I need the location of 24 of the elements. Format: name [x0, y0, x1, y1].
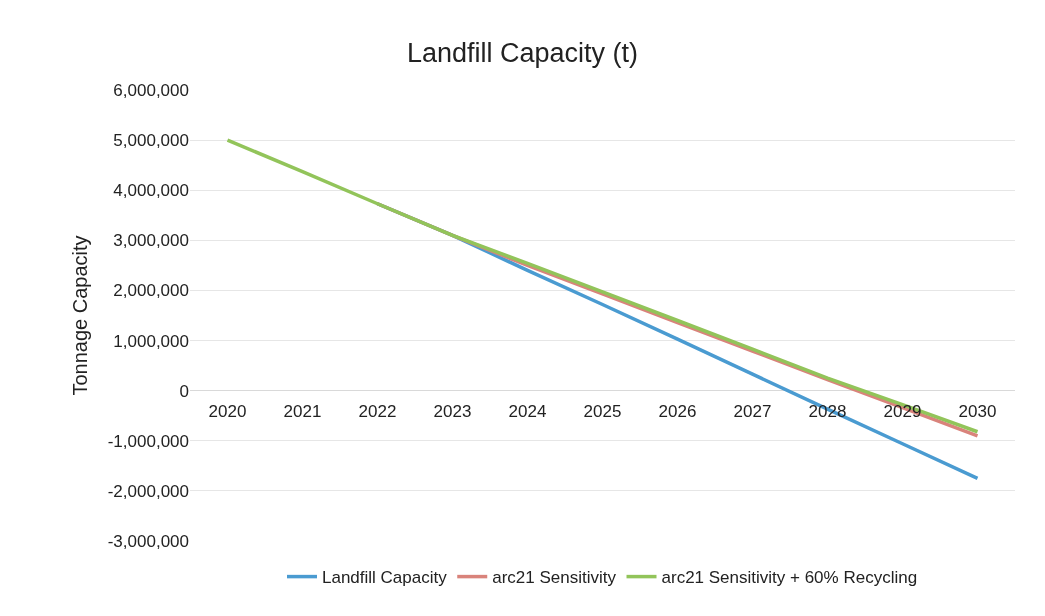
y-axis-title: Tonnage Capacity — [69, 235, 92, 396]
x-tick-label: 2027 — [733, 401, 772, 421]
x-tick-label: 2030 — [958, 401, 997, 421]
x-tick-label: 2025 — [583, 401, 622, 421]
chart-title: Landfill Capacity (t) — [406, 38, 639, 69]
legend-label: Landfill Capacity — [322, 568, 448, 588]
x-tick-label: 2024 — [508, 401, 547, 421]
y-tick-label: 1,000,000 — [113, 331, 189, 351]
legend-label: arc21 Sensitivity + 60% Recycling — [661, 568, 918, 588]
y-tick-label: 5,000,000 — [113, 131, 189, 151]
legend-label: arc21 Sensitivity — [492, 568, 617, 588]
x-tick-label: 2026 — [658, 401, 697, 421]
y-tick-label: -1,000,000 — [107, 431, 189, 451]
x-tick-label: 2022 — [358, 401, 397, 421]
y-tick-label: 6,000,000 — [113, 80, 189, 100]
y-tick-label: 3,000,000 — [113, 231, 189, 251]
y-tick-label: -2,000,000 — [107, 481, 189, 501]
y-tick-label: 0 — [179, 381, 189, 401]
x-tick-label: 2021 — [283, 401, 322, 421]
x-tick-label: 2020 — [208, 401, 247, 421]
x-tick-label: 2023 — [433, 401, 472, 421]
y-tick-label: 2,000,000 — [113, 281, 189, 301]
y-tick-label: -3,000,000 — [107, 531, 189, 551]
y-tick-label: 4,000,000 — [113, 181, 189, 201]
